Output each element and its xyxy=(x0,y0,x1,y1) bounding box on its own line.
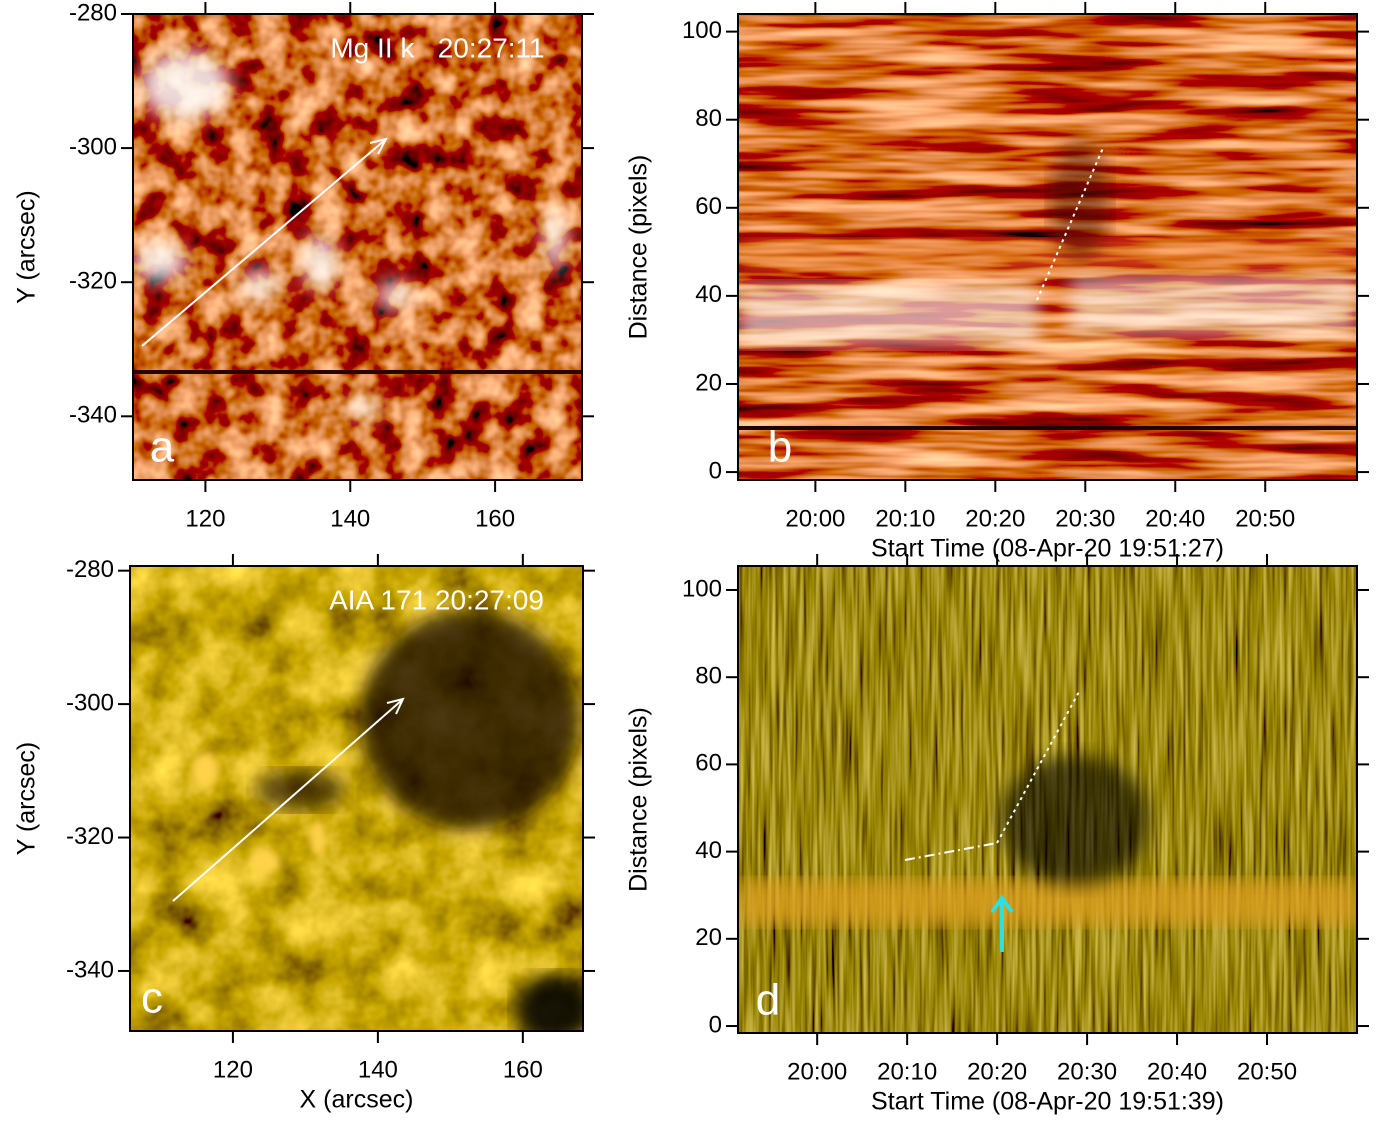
x-tick-label: 20:00 xyxy=(787,1058,847,1085)
x-tick-label: 120 xyxy=(185,505,225,532)
x-tick-label: 20:50 xyxy=(1235,505,1295,532)
plot-frame xyxy=(737,565,1358,1034)
plot-frame xyxy=(737,13,1358,481)
x-axis-label: Start Time (08-Apr-20 19:51:27) xyxy=(871,535,1224,563)
x-axis-label: Start Time (08-Apr-20 19:51:39) xyxy=(871,1088,1224,1116)
y-tick-label: 80 xyxy=(695,105,722,132)
y-tick-label: 60 xyxy=(695,750,722,777)
image-features xyxy=(738,140,1357,430)
y-axis-label: Y (arcsec) xyxy=(13,742,41,855)
y-tick-label: 0 xyxy=(709,1011,722,1038)
image-features xyxy=(738,689,1357,952)
y-tick-label: -340 xyxy=(69,402,117,429)
x-tick-label: 20:50 xyxy=(1237,1058,1297,1085)
y-tick-label: -320 xyxy=(66,823,114,850)
y-tick-label: -340 xyxy=(66,956,114,983)
y-tick-label: 100 xyxy=(682,17,722,44)
axes-layer: 120 140 160 -280 -300 -320 -340 Y (arcsec) a Mg I… xyxy=(13,0,1369,1116)
y-tick-label: -280 xyxy=(69,0,117,26)
y-tick-label: 20 xyxy=(695,924,722,951)
annotation: AIA 171 20:27:09 xyxy=(329,584,544,615)
x-tick-label: 20:20 xyxy=(967,1058,1027,1085)
x-tick-label: 20:40 xyxy=(1147,1058,1207,1085)
x-tick-label: 160 xyxy=(475,505,515,532)
x-tick-label: 140 xyxy=(330,505,370,532)
y-axis-label: Distance (pixels) xyxy=(625,707,653,892)
x-tick-label: 120 xyxy=(213,1056,253,1083)
x-tick-label: 20:10 xyxy=(875,505,935,532)
x-axis-label: X (arcsec) xyxy=(300,1086,414,1114)
x-tick-label: 20:10 xyxy=(877,1058,937,1085)
panel-label: d xyxy=(756,976,780,1025)
x-tick-label: 20:30 xyxy=(1057,1058,1117,1085)
y-axis-label: Y (arcsec) xyxy=(13,190,41,303)
plot-frame xyxy=(132,13,583,481)
annotation: Mg II k 20:27:11 xyxy=(330,32,544,63)
x-tick-label: 20:20 xyxy=(965,505,1025,532)
y-tick-label: -280 xyxy=(66,556,114,583)
x-tick-label: 140 xyxy=(358,1056,398,1083)
panel-label: a xyxy=(150,423,175,472)
y-tick-label: 100 xyxy=(682,575,722,602)
x-tick-label: 20:40 xyxy=(1145,505,1205,532)
y-tick-label: 40 xyxy=(695,281,722,308)
y-tick-label: -300 xyxy=(69,133,117,160)
y-tick-label: -320 xyxy=(69,268,117,295)
image-features xyxy=(133,50,582,418)
y-tick-label: 80 xyxy=(695,663,722,690)
y-tick-label: 20 xyxy=(695,369,722,396)
panel-label: b xyxy=(768,423,792,472)
panel-label: c xyxy=(141,974,163,1023)
x-tick-label: 20:00 xyxy=(785,505,845,532)
y-tick-label: 60 xyxy=(695,193,722,220)
overlays xyxy=(133,50,1357,1031)
y-tick-label: 0 xyxy=(709,457,722,484)
x-tick-label: 20:30 xyxy=(1055,505,1115,532)
y-tick-label: 40 xyxy=(695,837,722,864)
plot-frame xyxy=(129,565,584,1032)
x-tick-label: 160 xyxy=(503,1056,543,1083)
y-axis-label: Distance (pixels) xyxy=(625,155,653,340)
image-features xyxy=(172,610,583,1031)
y-tick-label: -300 xyxy=(66,689,114,716)
